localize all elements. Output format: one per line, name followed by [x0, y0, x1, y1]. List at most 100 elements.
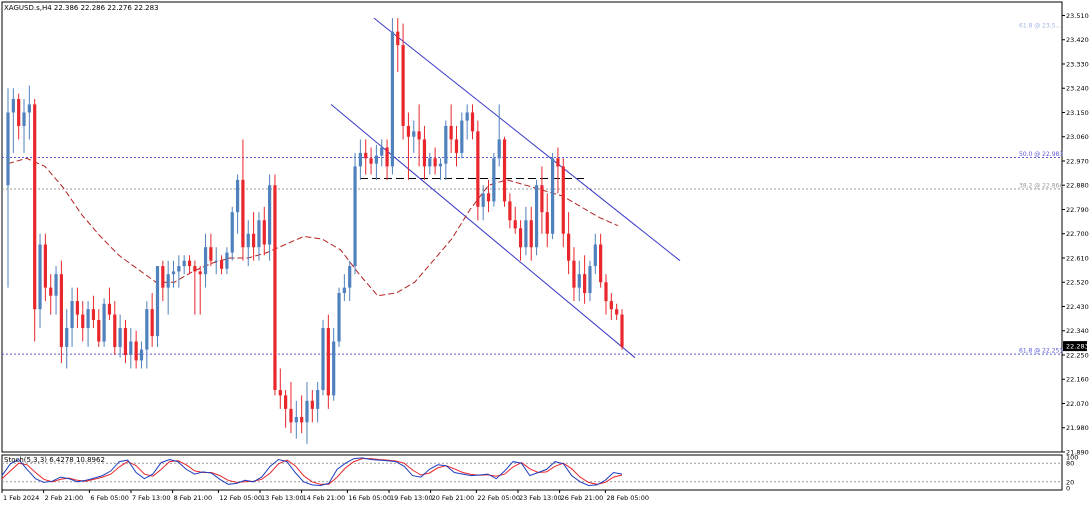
candle	[593, 233, 597, 275]
candle-body	[38, 244, 42, 310]
candle	[316, 381, 320, 423]
candle-body	[65, 328, 69, 347]
candle	[561, 158, 565, 248]
candle	[583, 255, 587, 304]
candle-body	[567, 233, 571, 261]
candle-body	[396, 31, 400, 46]
candle	[273, 174, 277, 396]
stoch-tick-label: 20	[1066, 478, 1074, 486]
candle-body	[22, 112, 26, 126]
candle	[209, 233, 213, 267]
candle	[348, 260, 352, 302]
candle	[529, 206, 533, 261]
chart-title: XAGUSD.s,H4 22.386 22.286 22.276 22.283	[4, 4, 159, 12]
candle	[412, 120, 416, 153]
candle-body	[513, 220, 517, 229]
candle-body	[374, 155, 378, 164]
candle	[214, 247, 218, 275]
candle-body	[17, 99, 21, 126]
candle-body	[91, 309, 96, 320]
x-tick-label: 26 Feb 21:00	[561, 494, 604, 502]
candle-body	[593, 244, 597, 267]
candle-body	[11, 99, 15, 113]
candle-body	[278, 390, 282, 396]
candle	[465, 104, 469, 140]
candle-body	[49, 287, 53, 296]
candle-body	[609, 301, 613, 310]
candle-body	[406, 125, 411, 137]
stoch-pane	[1, 454, 1063, 491]
candle	[550, 152, 555, 240]
candle	[289, 381, 293, 434]
candle	[556, 147, 560, 194]
candle-body	[449, 125, 453, 140]
candle	[540, 166, 544, 234]
y-tick-label: 22.520	[1066, 279, 1089, 287]
candle-body	[599, 244, 603, 283]
y-tick-label: 23.150	[1066, 109, 1089, 117]
candle	[497, 104, 501, 167]
candle-body	[187, 260, 192, 267]
candle	[97, 309, 101, 347]
y-tick-label: 22.430	[1066, 303, 1089, 311]
candle	[278, 368, 282, 409]
y-tick-label: 22.340	[1066, 327, 1089, 335]
candle	[615, 303, 619, 320]
stoch-main-line	[1, 457, 623, 487]
x-tick-label: 16 Feb 05:00	[348, 494, 391, 502]
candle	[385, 139, 389, 180]
candle-body	[412, 131, 416, 137]
candle	[604, 274, 608, 315]
candle-body	[209, 247, 213, 261]
candle	[486, 179, 491, 213]
y-tick-label: 22.250	[1066, 351, 1089, 359]
candle	[342, 274, 346, 302]
candle-body	[310, 400, 314, 409]
candles	[6, 18, 624, 444]
candle	[257, 212, 261, 261]
stoch-signal-line	[1, 458, 623, 485]
candle	[33, 99, 37, 342]
candle	[305, 381, 309, 444]
candle-body	[583, 274, 587, 294]
candle-body	[438, 163, 443, 167]
candle	[513, 206, 517, 234]
y-tick-label: 22.070	[1066, 400, 1089, 408]
candle-body	[118, 328, 122, 347]
candle-body	[166, 274, 170, 288]
fib-label: 61.8 @ 23.5...	[1019, 22, 1061, 29]
candle	[524, 206, 528, 256]
y-tick-label: 23.240	[1066, 85, 1089, 93]
candle	[294, 400, 298, 439]
candle-body	[518, 228, 523, 248]
candle-body	[123, 328, 128, 355]
candle	[177, 255, 181, 288]
candle-body	[342, 287, 346, 294]
candle	[145, 301, 149, 369]
candle	[65, 309, 69, 369]
x-tick-label: 1 Feb 2024	[3, 494, 39, 502]
candle-body	[348, 266, 352, 288]
candle-body	[604, 282, 608, 302]
candle	[374, 144, 378, 180]
candle-body	[422, 139, 427, 167]
candle	[534, 179, 539, 256]
candle	[150, 293, 154, 347]
candle-body	[86, 309, 90, 329]
x-tick-label: 7 Feb 13:00	[132, 494, 171, 502]
candle	[161, 260, 165, 302]
candle-body	[460, 120, 464, 153]
candle-body	[481, 193, 485, 207]
candle-body	[369, 158, 373, 164]
candle-body	[129, 341, 133, 355]
candle	[310, 390, 314, 423]
candle	[123, 319, 128, 364]
candle	[518, 220, 523, 261]
candle-body	[444, 125, 448, 164]
fib-label: 38.2 @ 22.866	[1019, 183, 1063, 190]
candle	[81, 301, 85, 342]
candle-body	[262, 220, 266, 245]
candle	[492, 152, 496, 207]
candle	[567, 212, 571, 275]
